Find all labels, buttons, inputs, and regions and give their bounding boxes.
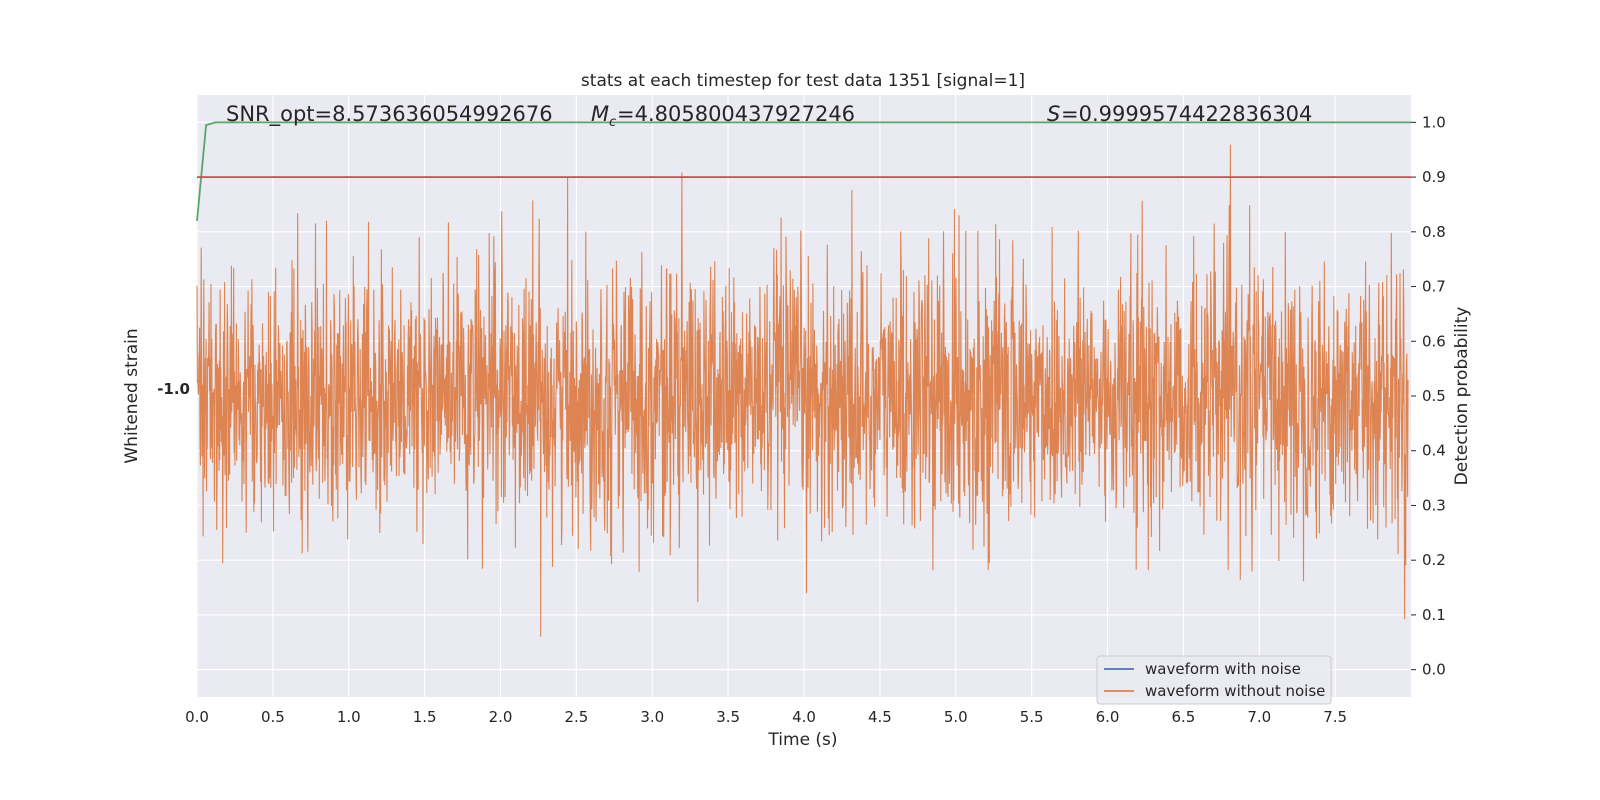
x-tick-label: 7.0 bbox=[1247, 708, 1271, 726]
waveform-without-noise-series bbox=[196, 144, 1409, 637]
y-right-tick-label: 1.0 bbox=[1422, 113, 1446, 131]
y-right-tick-label: 0.3 bbox=[1422, 496, 1446, 514]
mc-annotation-value: =4.805800437927246 bbox=[617, 102, 855, 126]
x-tick-label: 7.5 bbox=[1323, 708, 1347, 726]
chart-title: stats at each timestep for test data 135… bbox=[581, 71, 1025, 91]
legend-label-without-noise: waveform without noise bbox=[1145, 682, 1325, 700]
svg-text:S: S bbox=[1047, 102, 1060, 126]
s-annotation: S =0.9999574422836304 bbox=[1047, 102, 1312, 126]
y-right-tick-label: 0.2 bbox=[1422, 551, 1446, 569]
detection-probability-line bbox=[196, 121, 1411, 221]
y-right-tick-label: 0.1 bbox=[1422, 606, 1446, 624]
x-tick-label: 0.5 bbox=[261, 708, 285, 726]
y-left-tick-label: -1.0 bbox=[157, 380, 190, 398]
s-annotation-value: =0.9999574422836304 bbox=[1061, 102, 1312, 126]
legend-label-with-noise: waveform with noise bbox=[1145, 660, 1301, 678]
snr-annotation: SNR_opt=8.573636054992676 bbox=[226, 102, 553, 127]
x-tick-label: 3.5 bbox=[716, 708, 740, 726]
x-tick-label: 4.5 bbox=[868, 708, 892, 726]
x-tick-label: 1.5 bbox=[413, 708, 437, 726]
x-tick-label: 5.5 bbox=[1020, 708, 1044, 726]
x-tick-label: 6.5 bbox=[1171, 708, 1195, 726]
x-tick-label: 2.0 bbox=[489, 708, 513, 726]
y-right-tick-label: 0.4 bbox=[1422, 442, 1446, 460]
x-tick-label: 1.0 bbox=[337, 708, 361, 726]
y-right-tick-label: 0.8 bbox=[1422, 223, 1446, 241]
y-right-tick-label: 0.7 bbox=[1422, 278, 1446, 296]
x-tick-label: 4.0 bbox=[792, 708, 816, 726]
y-right-tick-label: 0.9 bbox=[1422, 168, 1446, 186]
y-right-axis-ticks: 0.0 0.1 0.2 0.3 0.4 0.5 0.6 0.7 0.8 0.9 1.0 bbox=[1411, 113, 1446, 679]
x-tick-label: 5.0 bbox=[944, 708, 968, 726]
svg-text:M: M bbox=[591, 102, 609, 126]
waveform-without-noise-path bbox=[196, 144, 1409, 637]
y-right-tick-label: 0.5 bbox=[1422, 387, 1446, 405]
y-right-axis-label: Detection probability bbox=[1452, 307, 1472, 486]
mc-annotation: M c =4.805800437927246 bbox=[591, 102, 855, 130]
x-axis-ticks: 0.0 0.5 1.0 1.5 2.0 2.5 3.0 3.5 4.0 4.5 5.0 5.5 6.0 6… bbox=[185, 708, 1347, 726]
y-right-tick-label: 0.0 bbox=[1422, 661, 1446, 679]
legend-box bbox=[1096, 655, 1332, 705]
x-axis-label: Time (s) bbox=[767, 730, 837, 750]
x-tick-label: 2.5 bbox=[564, 708, 588, 726]
y-left-axis-label: Whitened strain bbox=[122, 328, 142, 463]
x-tick-label: 3.0 bbox=[640, 708, 664, 726]
svg-text:c: c bbox=[609, 115, 616, 130]
x-tick-label: 0.0 bbox=[185, 708, 209, 726]
x-tick-label: 6.0 bbox=[1096, 708, 1120, 726]
y-right-tick-label: 0.6 bbox=[1422, 332, 1446, 350]
legend: waveform with noise waveform without noi… bbox=[1096, 655, 1332, 705]
